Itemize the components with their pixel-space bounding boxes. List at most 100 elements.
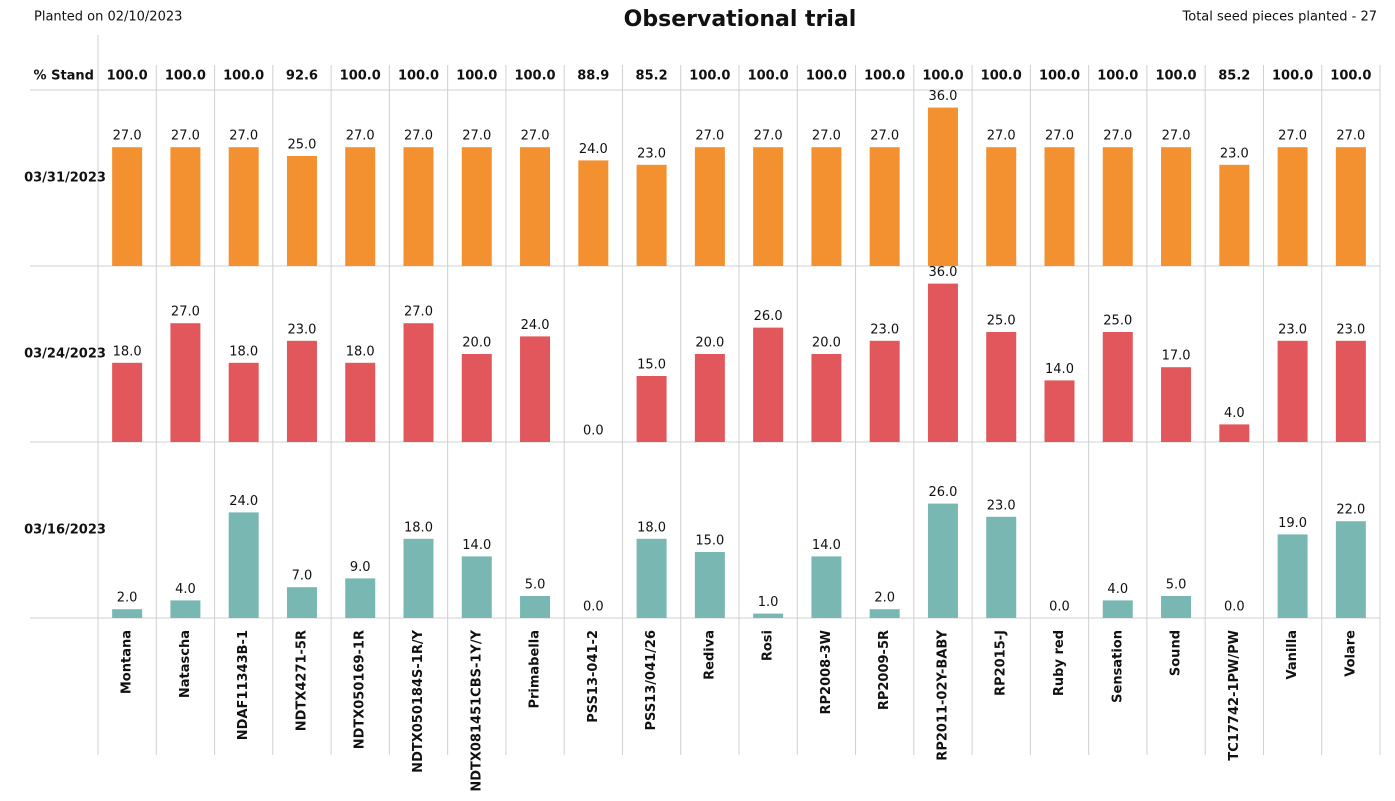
bar (170, 147, 201, 266)
x-tick-label: Sensation (1110, 630, 1125, 703)
data-label: 26.0 (754, 309, 783, 324)
stand-label: % Stand (34, 69, 94, 84)
bar (694, 552, 725, 618)
bar (1102, 600, 1133, 618)
bar (986, 147, 1017, 266)
bar (345, 147, 376, 266)
stand-value: 100.0 (1039, 69, 1080, 84)
data-label: 0.0 (1224, 600, 1245, 615)
x-tick-label: TC17742-1PW/PW (1227, 630, 1242, 761)
stand-value: 100.0 (223, 69, 264, 84)
data-label: 18.0 (113, 344, 142, 359)
bar (753, 327, 784, 442)
data-label: 17.0 (1162, 349, 1191, 364)
bar (520, 336, 551, 442)
data-label: 20.0 (462, 336, 491, 351)
stand-value: 92.6 (286, 69, 318, 84)
data-label: 24.0 (521, 318, 550, 333)
data-label: 9.0 (350, 560, 371, 575)
data-label: 27.0 (404, 305, 433, 320)
x-tick-label: Montana (120, 630, 135, 694)
x-tick-label: NDTX4271-5R (294, 630, 309, 731)
data-label: 0.0 (1049, 600, 1070, 615)
stand-value: 100.0 (165, 69, 206, 84)
data-label: 27.0 (346, 129, 375, 144)
stand-value: 100.0 (1272, 69, 1313, 84)
data-label: 2.0 (874, 591, 895, 606)
data-label: 27.0 (229, 129, 258, 144)
bar (286, 156, 317, 266)
stand-value: 100.0 (398, 69, 439, 84)
data-label: 1.0 (758, 595, 779, 610)
stand-value: 100.0 (864, 69, 905, 84)
stand-value: 85.2 (1218, 69, 1250, 84)
bar (1335, 147, 1366, 266)
data-label: 14.0 (812, 538, 841, 553)
stand-value: 100.0 (1330, 69, 1371, 84)
bar (461, 354, 492, 442)
x-tick-label: Rosi (761, 630, 776, 661)
bar (1219, 424, 1250, 442)
data-label: 24.0 (229, 494, 258, 509)
bar (986, 516, 1017, 618)
x-tick-label: NDTX081451CBS-1Y/Y (469, 629, 484, 791)
data-label: 23.0 (287, 322, 316, 337)
bar (753, 613, 784, 618)
bar (636, 376, 667, 442)
x-tick-label: RP2008-3W (819, 630, 834, 715)
stand-value: 85.2 (636, 69, 668, 84)
row-label: 03/31/2023 (24, 171, 106, 186)
x-tick-label: Sound (1169, 630, 1184, 676)
data-label: 0.0 (583, 424, 604, 439)
data-label: 23.0 (1278, 322, 1307, 337)
bar (636, 538, 667, 618)
data-label: 27.0 (754, 129, 783, 144)
stand-value: 100.0 (456, 69, 497, 84)
bar (170, 323, 201, 442)
bar (403, 147, 434, 266)
x-tick-label: Volare (1343, 630, 1358, 677)
data-label: 27.0 (404, 129, 433, 144)
data-label: 15.0 (637, 358, 666, 373)
bar (520, 147, 551, 266)
x-tick-label: NDTX050184S-1R/Y (411, 629, 426, 772)
total-seed: Total seed pieces planted - 27 (1182, 10, 1377, 25)
bar (1277, 340, 1308, 442)
x-tick-label: Rediva (702, 630, 717, 680)
bar (112, 147, 143, 266)
data-label: 27.0 (1336, 129, 1365, 144)
data-label: 18.0 (229, 344, 258, 359)
stand-value: 100.0 (806, 69, 847, 84)
data-label: 4.0 (175, 582, 196, 597)
bar (1161, 367, 1192, 442)
bar (578, 160, 609, 266)
planted-date: Planted on 02/10/2023 (34, 10, 182, 25)
data-label: 2.0 (117, 591, 138, 606)
bar (811, 354, 842, 442)
data-label: 27.0 (1045, 129, 1074, 144)
data-label: 27.0 (462, 129, 491, 144)
data-label: 25.0 (1103, 314, 1132, 329)
data-label: 18.0 (346, 344, 375, 359)
x-tick-label: RP2015-J (994, 630, 1009, 696)
data-label: 36.0 (928, 265, 957, 280)
data-label: 23.0 (1220, 146, 1249, 161)
data-label: 27.0 (171, 129, 200, 144)
data-label: 18.0 (637, 520, 666, 535)
data-label: 20.0 (695, 336, 724, 351)
data-label: 22.0 (1336, 503, 1365, 518)
bar (811, 147, 842, 266)
bar (1219, 164, 1250, 266)
bar (403, 323, 434, 442)
bar (811, 556, 842, 618)
x-tick-label: RP2009-5R (877, 630, 892, 710)
bar (286, 587, 317, 618)
data-label: 25.0 (287, 138, 316, 153)
x-tick-label: Natascha (178, 630, 193, 698)
bar (694, 354, 725, 442)
bar (1102, 332, 1133, 442)
stand-value: 88.9 (577, 69, 609, 84)
data-label: 25.0 (987, 314, 1016, 329)
data-label: 7.0 (292, 569, 313, 584)
